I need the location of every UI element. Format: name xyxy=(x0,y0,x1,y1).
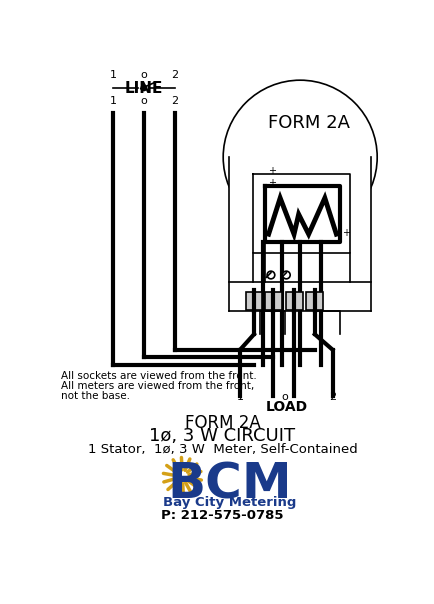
Text: 2: 2 xyxy=(171,97,178,106)
Text: 1: 1 xyxy=(109,70,117,80)
Circle shape xyxy=(141,85,148,91)
Text: FORM 2A: FORM 2A xyxy=(184,414,260,432)
Text: +: + xyxy=(342,228,350,237)
Text: P: 212-575-0785: P: 212-575-0785 xyxy=(161,509,284,522)
Text: 2: 2 xyxy=(171,70,178,80)
Text: not the base.: not the base. xyxy=(62,391,131,401)
Text: 1ø, 3 W CIRCUIT: 1ø, 3 W CIRCUIT xyxy=(149,428,296,446)
Text: All sockets are viewed from the front.: All sockets are viewed from the front. xyxy=(62,371,257,381)
Text: o: o xyxy=(141,70,147,80)
Bar xyxy=(306,292,323,310)
Text: o: o xyxy=(141,97,147,106)
Text: 1: 1 xyxy=(237,392,243,402)
Text: 2: 2 xyxy=(329,392,336,402)
Text: FORM 2A: FORM 2A xyxy=(269,114,350,132)
Bar xyxy=(286,292,302,310)
Text: 1: 1 xyxy=(109,97,117,106)
Bar xyxy=(246,292,263,310)
Text: 1 Stator,  1ø, 3 W  Meter, Self-Contained: 1 Stator, 1ø, 3 W Meter, Self-Contained xyxy=(88,443,357,456)
Text: o: o xyxy=(281,392,288,402)
Circle shape xyxy=(283,271,290,279)
Text: +: + xyxy=(269,178,276,188)
Text: LOAD: LOAD xyxy=(265,400,307,414)
Circle shape xyxy=(267,271,275,279)
Text: +: + xyxy=(269,165,276,176)
Bar xyxy=(265,292,282,310)
Text: Bay City Metering: Bay City Metering xyxy=(164,496,297,509)
Text: All meters are viewed from the front,: All meters are viewed from the front, xyxy=(62,381,255,391)
Text: LINE: LINE xyxy=(125,82,163,97)
Bar xyxy=(229,157,371,311)
Circle shape xyxy=(223,80,377,234)
Text: BCM: BCM xyxy=(168,460,293,509)
